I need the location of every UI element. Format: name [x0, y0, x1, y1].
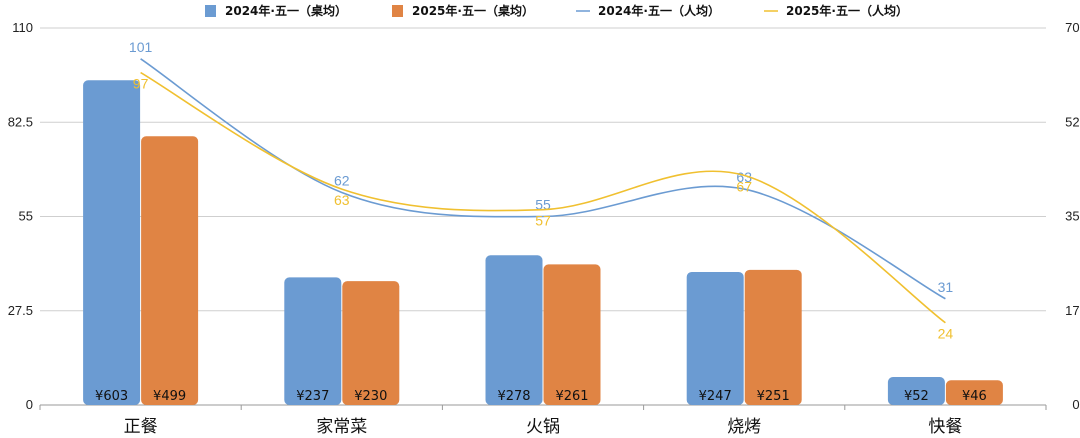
bar-value-label: ¥46 [962, 389, 987, 404]
left-tick-label: 27.5 [8, 303, 33, 318]
legend: 2024年·五一（桌均） 2025年·五一（桌均） 2024年·五一（人均） 2025… [205, 3, 908, 18]
bar-value-label: ¥52 [904, 389, 929, 404]
right-tick-label: 350 [1065, 209, 1080, 224]
line-value-label: 55 [535, 197, 551, 213]
category-label: 正餐 [124, 417, 158, 437]
left-tick-label: 110 [12, 20, 33, 35]
line-value-label: 62 [334, 173, 350, 189]
line-value-label: 31 [938, 279, 954, 295]
right-tick-label: 175 [1065, 303, 1080, 318]
bar [83, 80, 141, 406]
bar [887, 376, 945, 405]
bar-value-label: ¥237 [296, 389, 329, 404]
line-value-label: 101 [129, 39, 153, 55]
legend-label: 2025年·五一（人均） [786, 3, 908, 18]
line-value-label: 57 [535, 213, 551, 229]
right-axis-ticks: 0 175 350 525 700 [1065, 20, 1080, 412]
bar [543, 264, 601, 405]
right-tick-label: 700 [1065, 20, 1080, 35]
line-series: 101 62 55 63 31 97 63 57 67 24 [129, 39, 953, 342]
bar-value-label: ¥247 [699, 389, 732, 404]
bar-value-label: ¥261 [555, 389, 588, 404]
legend-label: 2024年·五一（人均） [598, 3, 720, 18]
category-labels: 正餐 家常菜 火锅 烧烤 快餐 [124, 417, 963, 437]
bar [284, 277, 342, 405]
line-value-label: 63 [334, 192, 350, 208]
line-value-label: 67 [736, 178, 752, 194]
bars: ¥603 ¥237 ¥278 ¥247 ¥52 ¥499 ¥230 ¥261 ¥251 ¥46 [83, 80, 1003, 406]
category-label: 快餐 [928, 417, 962, 437]
line-value-label: 97 [133, 76, 149, 92]
bar-value-label: ¥251 [757, 389, 790, 404]
left-tick-label: 0 [26, 397, 33, 412]
series-line [140, 71, 946, 324]
legend-label: 2025年·五一（桌均） [412, 3, 534, 18]
left-axis-ticks: 0 27.5 55 82.5 110 [8, 20, 33, 412]
right-tick-label: 0 [1072, 397, 1079, 412]
legend-label: 2024年·五一（桌均） [225, 3, 347, 18]
bar-value-label: ¥230 [354, 389, 387, 404]
line-value-label: 24 [938, 326, 954, 342]
left-tick-label: 55 [19, 209, 33, 224]
category-label: 火锅 [526, 417, 560, 437]
bar-value-label: ¥499 [153, 389, 186, 404]
bar [342, 281, 400, 405]
bar [141, 136, 199, 405]
bar [945, 380, 1003, 405]
series-line [140, 58, 946, 300]
category-label: 家常菜 [316, 417, 367, 437]
bar [744, 269, 802, 405]
bar [485, 255, 543, 405]
legend-swatch [205, 5, 216, 17]
bar-value-label: ¥603 [95, 389, 128, 404]
category-label: 烧烤 [727, 417, 761, 437]
bar-value-label: ¥278 [497, 389, 530, 404]
legend-swatch [392, 5, 403, 17]
left-tick-label: 82.5 [8, 114, 33, 129]
line-value-label: 63 [736, 169, 752, 185]
right-tick-label: 525 [1065, 114, 1080, 129]
bar [686, 271, 744, 405]
